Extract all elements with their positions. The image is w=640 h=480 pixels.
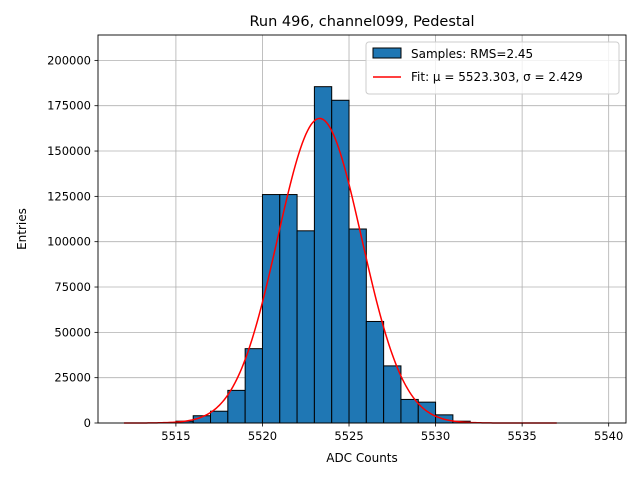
histogram-bar	[313, 86, 333, 424]
y-tick-label: 175000	[47, 99, 91, 113]
chart-title: Run 496, channel099, Pedestal	[249, 14, 474, 30]
y-tick-label: 0	[84, 416, 91, 430]
legend: Samples: RMS=2.45 Fit: μ = 5523.303, σ =…	[365, 41, 620, 95]
x-tick-label: 5530	[421, 429, 450, 443]
x-tick-label: 5535	[507, 429, 536, 443]
x-tick-label: 5520	[248, 429, 277, 443]
x-tick-label: 5515	[161, 429, 190, 443]
histogram-bar	[279, 194, 298, 424]
histogram-bar	[296, 230, 315, 424]
y-tick-label: 25000	[54, 371, 91, 385]
y-axis-label: Entries	[15, 208, 29, 250]
histogram-bars	[175, 86, 471, 424]
histogram-bar	[400, 398, 419, 424]
legend-label-samples: Samples: RMS=2.45	[411, 47, 533, 61]
legend-swatch-samples	[372, 47, 402, 59]
histogram-bar	[331, 99, 350, 424]
histogram-bar	[261, 194, 281, 424]
x-tick-label: 5525	[334, 429, 363, 443]
histogram-bar	[244, 348, 263, 424]
y-tick-label: 75000	[54, 280, 91, 294]
legend-box	[365, 41, 620, 95]
histogram-bar	[365, 320, 385, 424]
y-tick-label: 100000	[47, 235, 91, 249]
histogram-bar	[348, 228, 367, 424]
x-axis-label: ADC Counts	[326, 451, 398, 465]
histogram-bar	[383, 365, 402, 424]
y-axis-ticks: 0 25000 50000 75000 100000 125000 150000 175000…	[47, 53, 98, 430]
legend-label-fit: Fit: μ = 5523.303, σ = 2.429	[411, 70, 583, 84]
histogram-bar	[210, 410, 229, 424]
plot-frame	[97, 34, 627, 424]
x-tick-label: 5540	[594, 429, 623, 443]
x-axis-ticks: 5515 5520 5525 5530 5535 5540	[161, 423, 623, 443]
y-tick-label: 150000	[47, 144, 91, 158]
y-tick-label: 200000	[47, 53, 91, 67]
y-tick-label: 125000	[47, 189, 91, 203]
histogram-bar	[227, 389, 246, 424]
y-tick-label: 50000	[54, 325, 91, 339]
